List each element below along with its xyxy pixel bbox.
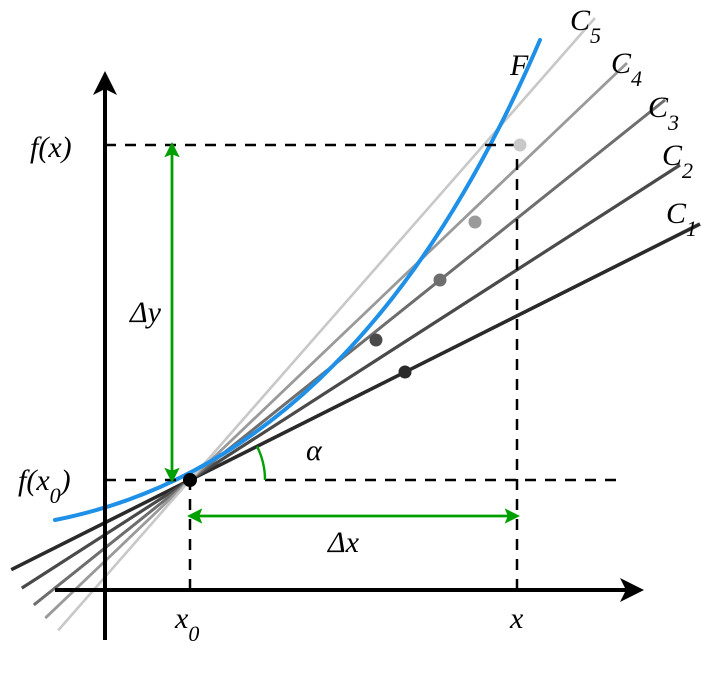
label-fx0: f(x0) xyxy=(18,464,71,508)
label-c3: C3 xyxy=(648,91,679,135)
angle-arc xyxy=(257,446,265,480)
label-delta-y: Δy xyxy=(129,296,162,329)
secant-line-c2 xyxy=(22,165,680,588)
secant-line-c1 xyxy=(11,224,700,570)
secant-point-c4 xyxy=(469,216,482,229)
label-x: x xyxy=(509,602,524,635)
label-c4: C4 xyxy=(611,47,642,91)
label-fx: f(x) xyxy=(30,131,72,164)
secant-point-c3 xyxy=(434,274,447,287)
secant-point-c5 xyxy=(514,139,527,152)
label-c2: C2 xyxy=(662,139,693,183)
curve-f xyxy=(55,40,540,520)
secant-point-c1 xyxy=(399,366,412,379)
secant-point-c2 xyxy=(370,334,383,347)
label-alpha: α xyxy=(306,434,323,467)
label-curve-f: F xyxy=(509,49,529,82)
label-x0: x0 xyxy=(174,602,199,646)
point-p0 xyxy=(183,473,197,487)
label-delta-x: Δx xyxy=(327,526,360,559)
